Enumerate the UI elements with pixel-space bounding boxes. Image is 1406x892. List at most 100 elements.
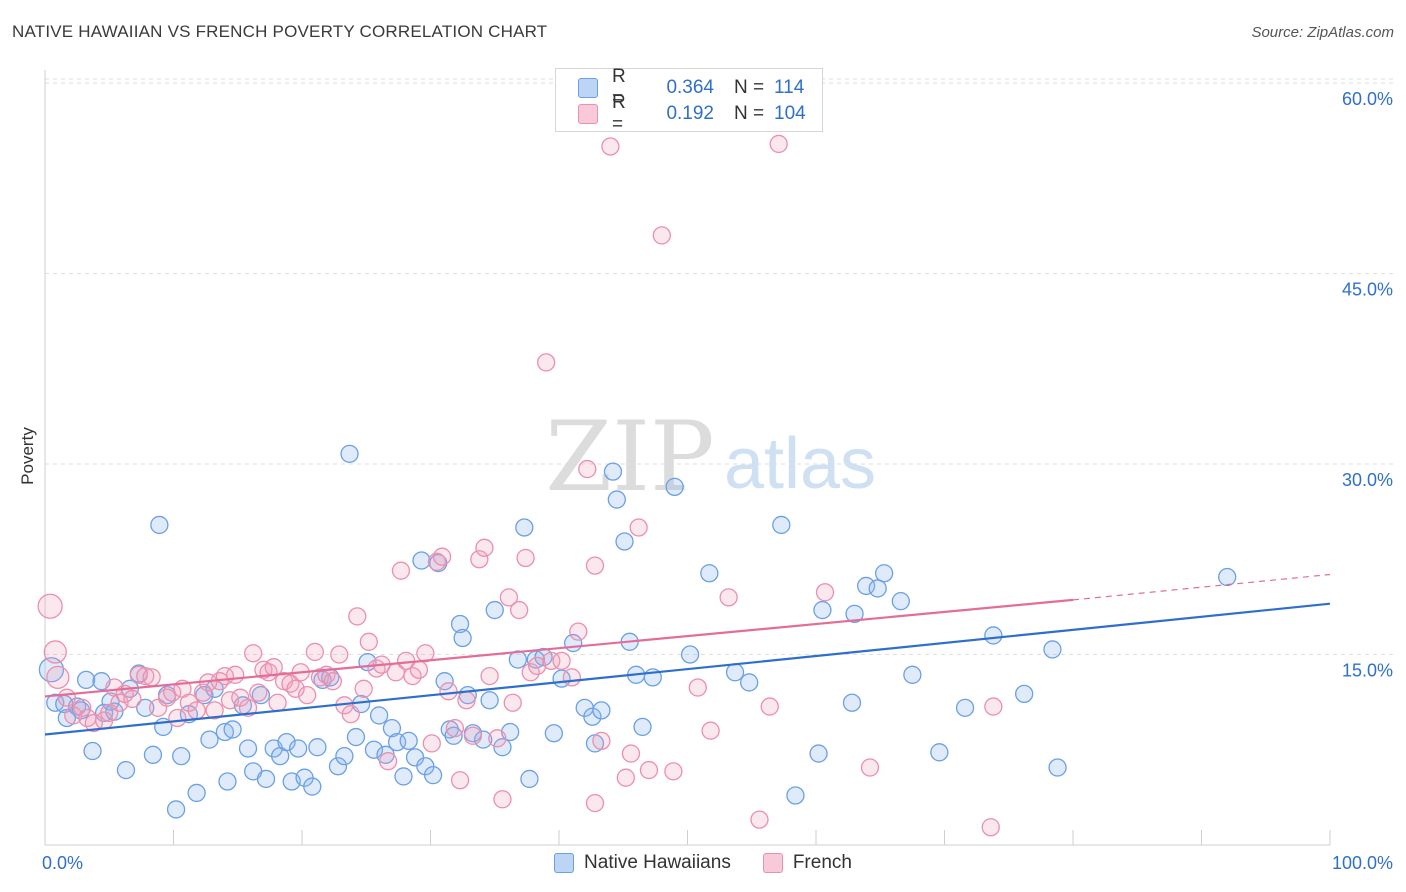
native-hawaiians-point (772, 515, 791, 535)
native-hawaiians-point (382, 719, 402, 738)
french-point (432, 547, 452, 566)
native-hawaiians-point (238, 739, 258, 758)
french-point (510, 600, 529, 620)
native-hawaiians-point (76, 670, 96, 690)
french-point (457, 691, 476, 710)
trend-lines (44, 573, 1331, 736)
french-point (616, 768, 635, 787)
french-point (179, 693, 199, 712)
y-tick-label: 60.0% (1342, 89, 1393, 109)
native-hawaiians-point (136, 698, 155, 717)
french-point (701, 721, 720, 740)
correlation-legend: R = 0.364 N = 114 R = 0.192 N = 104 (555, 66, 823, 135)
native-hawaiians-point (166, 800, 186, 819)
native-hawaiians-point (856, 576, 876, 596)
french-point (341, 705, 360, 724)
native-hawaiians-point (369, 706, 389, 725)
legend-r-value: 0.192 (666, 103, 714, 124)
native-hawaiians-point (1218, 567, 1237, 587)
native-hawaiians-point (83, 741, 102, 761)
french-point (769, 134, 788, 154)
legend-n-value: 104 (774, 103, 806, 124)
french-point (542, 651, 561, 670)
french-point (427, 552, 447, 571)
native-hawaiians-point (277, 732, 296, 752)
native-hawaiians-point (680, 645, 700, 664)
legend-r-value: 0.364 (666, 77, 714, 98)
native-hawaiians-point (394, 767, 413, 786)
series-legend: Native Hawaiians French (0, 852, 1406, 874)
native-hawaiians-point (544, 724, 564, 743)
french-point (493, 790, 512, 809)
native-hawaiians-point (150, 515, 169, 535)
french-point (187, 701, 206, 720)
native-hawaiians-point (583, 707, 602, 726)
french-point (391, 561, 411, 580)
legend-swatch-native-hawaiians (554, 853, 575, 873)
french-point (157, 688, 177, 707)
watermark-zip: ZIP (545, 401, 714, 513)
french-point (193, 683, 213, 702)
french-point (244, 644, 263, 663)
french-point (378, 752, 398, 771)
native-hawaiians-point (633, 717, 652, 737)
legend-r-label: R = (612, 92, 626, 135)
french-point (323, 672, 342, 691)
french-point (860, 758, 880, 777)
native-hawaiians-point (930, 743, 949, 762)
french-point (984, 697, 1003, 716)
french-point (488, 729, 507, 748)
native-hawaiians-point (423, 766, 443, 785)
native-hawaiians-point (592, 701, 611, 720)
native-hawaiians-point (485, 600, 504, 620)
native-hawaiians-point (480, 691, 499, 710)
native-hawaiians-point (328, 757, 348, 776)
native-hawaiians-point (845, 604, 864, 624)
french-point (592, 731, 611, 751)
french-point (639, 760, 659, 780)
native-hawaiians-point (515, 518, 534, 537)
native-hawaiians-point (399, 731, 418, 751)
french-point (46, 665, 70, 690)
legend-item-native-hawaiians[interactable]: Native Hawaiians (554, 852, 731, 874)
french-point (528, 656, 547, 676)
native-hawaiians-point (493, 738, 512, 757)
french-point (652, 226, 671, 245)
native-hawaiians-point (607, 490, 626, 509)
french-point (664, 762, 683, 781)
french-point (585, 556, 605, 575)
native-hawaiians-point (335, 746, 354, 766)
french-point (37, 593, 63, 619)
french-point (629, 518, 648, 537)
native-hawaiians-trend-line (44, 602, 1331, 736)
legend-item-french[interactable]: French (762, 852, 852, 874)
french-point (516, 548, 535, 568)
french-point (409, 660, 429, 679)
native-hawaiians-point (444, 726, 463, 745)
native-hawaiians-point (520, 769, 539, 789)
y-tick-label: 15.0% (1342, 661, 1393, 681)
french-point (499, 588, 519, 607)
native-hawaiians-point (903, 665, 922, 684)
french-point (142, 668, 161, 687)
french-point (475, 538, 494, 557)
french-point (750, 810, 769, 829)
french-point (601, 137, 620, 156)
native-hawaiians-point (891, 592, 910, 611)
legend-n-label: N = (734, 103, 765, 124)
native-hawaiians-point (308, 738, 327, 757)
native-hawaiians-point (813, 600, 832, 620)
legend-label-french: French (792, 852, 852, 873)
legend-swatch-french (762, 853, 783, 873)
legend-swatch-french (578, 104, 598, 124)
french-point (688, 678, 707, 697)
french-point (359, 632, 378, 651)
native-hawaiians-point (453, 628, 472, 648)
french-point (330, 645, 349, 664)
french-point (470, 550, 489, 569)
legend-r-label: R = (612, 66, 626, 109)
legend-swatch-native-hawaiians (578, 78, 598, 98)
native-hawaiians-point (868, 579, 887, 598)
native-hawaiians-point (1015, 684, 1034, 704)
